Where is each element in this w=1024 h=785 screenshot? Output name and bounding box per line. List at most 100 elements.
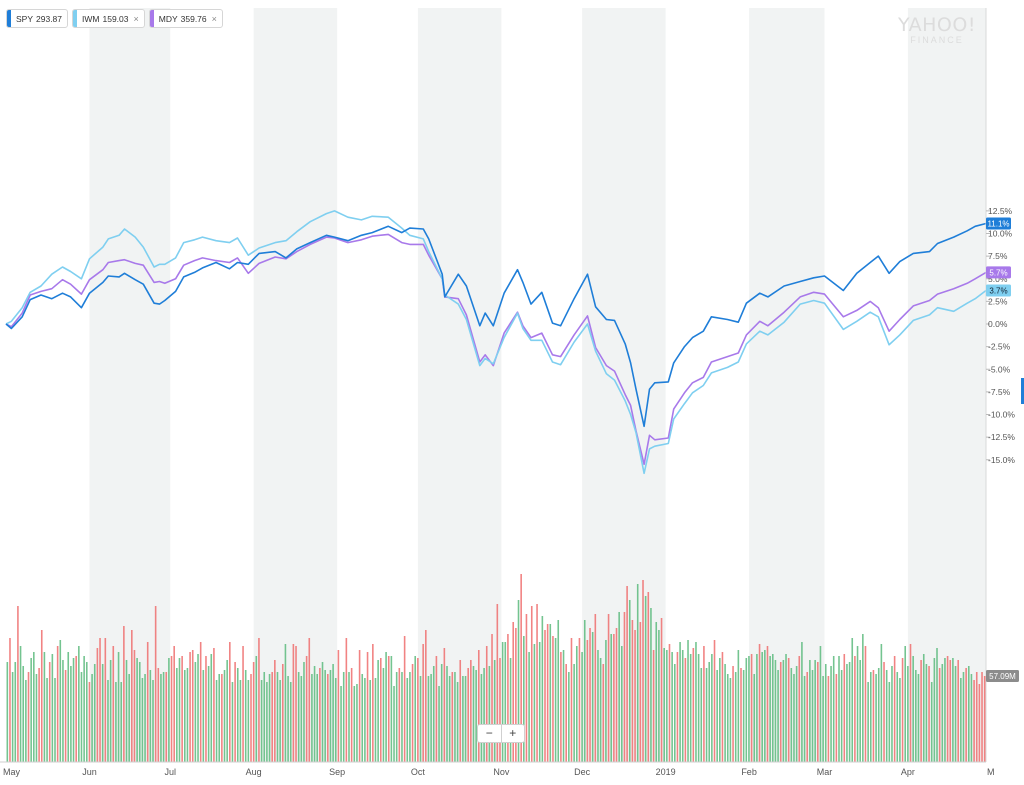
volume-bar (401, 672, 403, 762)
last-value-badge (986, 217, 1011, 230)
volume-bar (925, 664, 928, 762)
volume-bar (438, 686, 440, 762)
volume-bar (19, 646, 22, 762)
volume-bar (138, 662, 141, 762)
last-value-mdy: 5.7% (986, 266, 1011, 279)
scroll-tab[interactable] (1021, 378, 1024, 404)
volume-bar (716, 670, 718, 762)
volume-bar (205, 656, 207, 762)
legend-swatch-iwm (73, 10, 78, 27)
volume-bar (480, 674, 483, 762)
volume-bar (491, 634, 493, 762)
volume-bar (430, 674, 432, 762)
x-tick-label: Jun (82, 767, 97, 777)
volume-bar (427, 676, 430, 762)
volume-bar (78, 646, 80, 762)
volume-bar (109, 660, 112, 762)
volume-bar (862, 634, 864, 762)
volume-bar (91, 674, 93, 762)
volume-bar (647, 592, 650, 762)
volume-bar (117, 652, 120, 762)
legend-chip-mdy[interactable]: MDY 359.76 × (148, 9, 223, 28)
volume-bar (356, 684, 358, 762)
volume-bar (244, 670, 247, 762)
volume-bar (719, 658, 721, 762)
volume-bar (824, 664, 827, 762)
volume-bar (928, 666, 930, 762)
volume-bar (350, 668, 353, 762)
volume-bar (377, 660, 379, 762)
volume-bar (835, 674, 838, 762)
volume-bar (568, 672, 570, 762)
volume-bar (70, 666, 72, 762)
volume-bar (372, 644, 374, 762)
volume-bar (507, 634, 509, 762)
volume-bar (536, 604, 538, 762)
volume-bar (266, 682, 268, 762)
volume-bar (125, 660, 128, 762)
volume-bar (443, 648, 446, 762)
volume-bar (411, 664, 414, 762)
volume-bar (470, 660, 472, 762)
volume-bar (915, 670, 917, 762)
remove-mdy-icon[interactable]: × (211, 13, 217, 24)
volume-bar (946, 656, 949, 762)
volume-bar (671, 652, 673, 762)
volume-bar (417, 658, 419, 762)
volume-bar (560, 652, 562, 762)
volume-bar (660, 618, 663, 762)
volume-bar (575, 646, 578, 762)
volume-bar (687, 640, 689, 762)
month-band (253, 8, 338, 762)
volume-bar (856, 646, 859, 762)
volume-bar (446, 666, 448, 762)
volume-bar (287, 676, 289, 762)
volume-bar (385, 652, 387, 762)
volume-bar (353, 686, 356, 762)
volume-bar (324, 670, 326, 762)
volume-bar (252, 662, 255, 762)
volume-bar (467, 668, 469, 762)
x-tick-label: Feb (741, 767, 757, 777)
volume-bar (496, 604, 499, 762)
volume-bar (115, 682, 117, 762)
volume-bar (975, 672, 978, 762)
volume-bar (419, 676, 422, 762)
x-tick-label: Sep (329, 767, 345, 777)
volume-bar (456, 682, 459, 762)
volume-bar (414, 656, 417, 762)
zoom-in-button[interactable]: + (500, 725, 525, 742)
volume-bar (676, 652, 679, 762)
volume-bar (43, 652, 46, 762)
volume-bar (586, 640, 589, 762)
volume-bar (777, 670, 779, 762)
volume-bar (817, 662, 819, 762)
volume-bar (973, 680, 975, 762)
last-value-text: 3.7% (989, 287, 1007, 296)
volume-bar (957, 660, 959, 762)
volume-bar (692, 648, 695, 762)
last-value-badge (986, 284, 1011, 297)
volume-bar (642, 580, 644, 762)
volume-bar (255, 656, 258, 762)
volume-bar (952, 658, 954, 762)
volume-bar (72, 658, 75, 762)
volume-bar (199, 642, 202, 762)
remove-iwm-icon[interactable]: × (133, 13, 139, 24)
volume-bar (75, 656, 77, 762)
volume-bar (56, 646, 59, 762)
x-tick-label: Mar (817, 767, 833, 777)
legend-chip-spy[interactable]: SPY 293.87 (6, 9, 69, 28)
volume-bar (761, 652, 763, 762)
volume-bar (554, 638, 557, 762)
volume-bar (133, 650, 136, 762)
zoom-out-button[interactable]: − (485, 726, 493, 740)
yahoo-finance-watermark: YAHOO! FINANCE (898, 16, 976, 45)
volume-bar (922, 654, 925, 762)
x-tick-label: Jul (164, 767, 176, 777)
volume-bar (80, 672, 83, 762)
volume-bar (893, 656, 896, 762)
legend-chip-iwm[interactable]: IWM 159.03 × (72, 9, 145, 28)
volume-bar (795, 666, 798, 762)
